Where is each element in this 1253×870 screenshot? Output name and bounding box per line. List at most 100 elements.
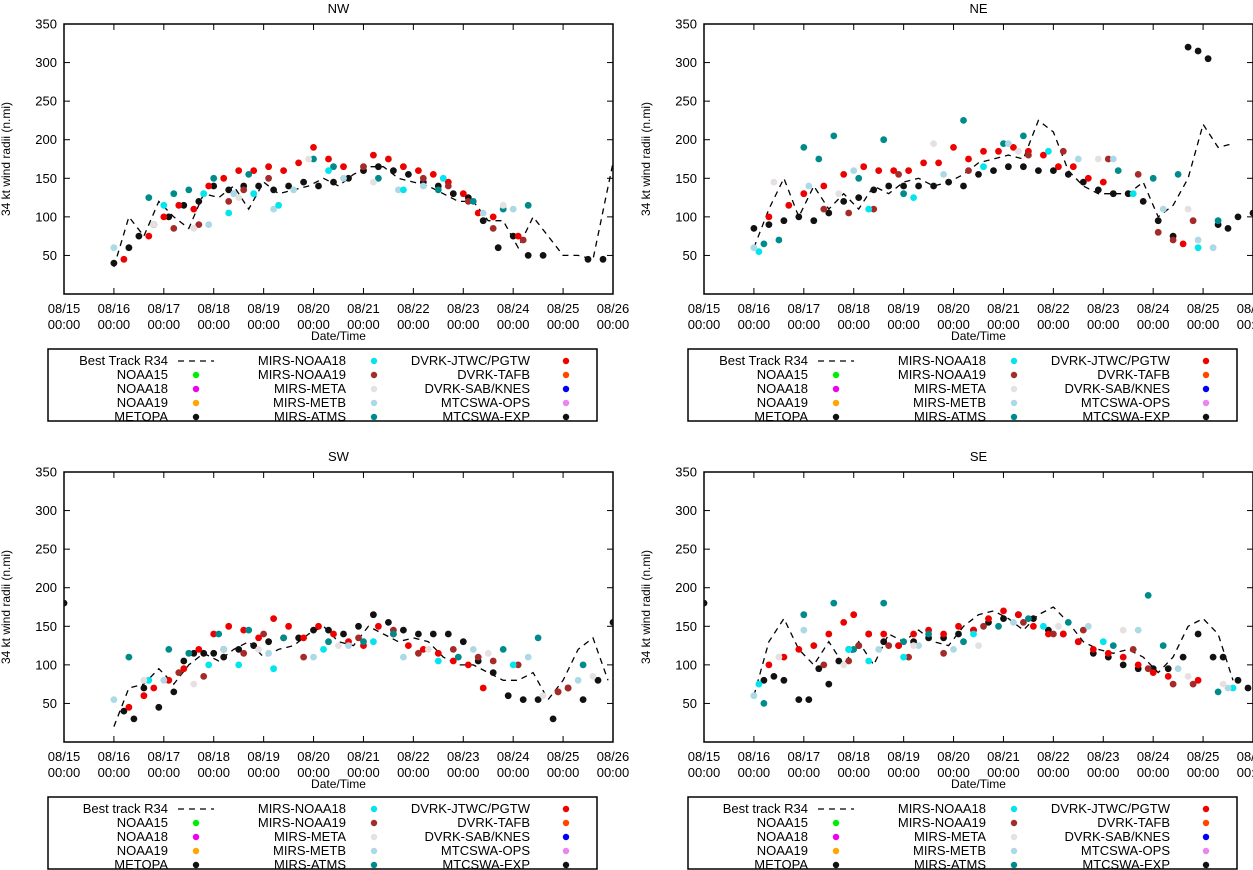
legend-label: NOAA18: [757, 381, 808, 396]
legend-label: NOAA15: [757, 367, 808, 382]
y-tick-label: 150: [675, 171, 697, 186]
legend-label: DVRK-TAFB: [457, 815, 530, 830]
x-tick-label-date: 08/24: [1137, 301, 1170, 316]
point-mirs-metb: [1074, 155, 1082, 163]
point-mirs-metb: [220, 646, 228, 653]
legend-marker: [192, 847, 200, 855]
point-mirs-metb: [1159, 205, 1167, 213]
point-mirs-metb: [395, 186, 402, 194]
x-tick-label-time: 00:00: [837, 317, 870, 332]
point-mirs-atms: [280, 634, 287, 642]
point-mtcswa-exp: [955, 630, 962, 638]
point-mirs-metb: [509, 205, 517, 213]
legend-label: MIRS-NOAA19: [258, 367, 346, 382]
x-tick-label-time: 00:00: [937, 765, 970, 780]
x-tick-label-time: 00:00: [297, 765, 330, 780]
point-mirs-metb: [1194, 236, 1202, 244]
point-mirs-atms: [960, 117, 967, 124]
point-mirs-meta: [1015, 147, 1022, 155]
point-mirs-atms: [245, 626, 253, 634]
y-tick-label: 150: [675, 619, 697, 634]
point-mtcswa-exp: [810, 217, 818, 225]
point-mirs-meta: [484, 649, 492, 657]
point-mirs-noaa18: [370, 638, 377, 646]
legend-label: DVRK-SAB/KNES: [425, 829, 531, 844]
x-tick-label-date: 08/16: [98, 301, 131, 316]
x-tick-label-date: 08/18: [837, 301, 870, 316]
legend-label: MIRS-NOAA18: [258, 353, 346, 368]
point-dvrk-jtwc-pgtw: [980, 147, 987, 155]
point-mtcswa-exp: [930, 182, 937, 190]
x-tick-label-time: 00:00: [447, 765, 480, 780]
point-mirs-atms: [1109, 642, 1117, 649]
legend-label: NOAA19: [117, 395, 168, 410]
x-tick-label-date: 08/19: [247, 301, 280, 316]
point-mirs-noaa19: [905, 653, 912, 661]
point-mtcswa-exp: [1219, 653, 1227, 661]
point-dvrk-jtwc-pgtw: [205, 182, 213, 190]
point-mtcswa-exp: [1164, 665, 1172, 673]
x-tick-label-time: 00:00: [837, 765, 870, 780]
x-tick-label-date: 08/18: [197, 749, 230, 764]
y-tick-label: 150: [35, 171, 57, 186]
point-mirs-metb: [1224, 684, 1232, 692]
point-mirs-meta: [975, 642, 982, 649]
best-track-line: [753, 119, 1234, 248]
point-mirs-noaa18: [845, 646, 853, 653]
point-dvrk-jtwc-pgtw: [1055, 163, 1062, 171]
point-dvrk-jtwc-pgtw: [1059, 630, 1067, 638]
point-mirs-noaa18: [200, 190, 208, 198]
point-mtcswa-exp: [825, 680, 833, 688]
x-tick-label-date: 08/22: [1037, 301, 1070, 316]
x-axis-label: Date/Time: [311, 329, 366, 343]
panel-title: NE: [969, 1, 987, 16]
point-dvrk-jtwc-pgtw: [400, 163, 407, 171]
point-mtcswa-exp: [155, 703, 163, 711]
point-dvrk-jtwc-pgtw: [825, 630, 833, 638]
legend-marker: [1010, 833, 1018, 841]
point-mirs-metb: [800, 626, 808, 634]
point-mirs-noaa19: [1050, 630, 1057, 638]
legend-marker: [832, 833, 840, 841]
point-mirs-atms: [1020, 132, 1027, 140]
legend-label: MTCSWA-OPS: [1081, 395, 1170, 410]
legend-label: MIRS-META: [274, 829, 346, 844]
x-tick-label-time: 00:00: [98, 765, 131, 780]
x-tick-label-time: 00:00: [1187, 317, 1220, 332]
legend-label: MTCSWA-OPS: [441, 395, 530, 410]
x-tick-label-date: 08/20: [937, 749, 970, 764]
point-mirs-atms: [775, 236, 783, 244]
point-dvrk-jtwc-pgtw: [385, 155, 392, 163]
point-mirs-atms: [185, 186, 193, 194]
point-mirs-metb: [1109, 155, 1117, 163]
point-dvrk-jtwc-pgtw: [429, 171, 437, 178]
point-mirs-meta: [499, 201, 507, 209]
legend-marker: [1202, 819, 1210, 827]
point-mirs-atms: [960, 638, 967, 646]
legend-box: [47, 348, 598, 422]
point-dvrk-jtwc-pgtw: [474, 209, 482, 217]
point-mirs-meta: [335, 642, 342, 649]
point-mirs-noaa19: [870, 205, 878, 213]
x-axis-label: Date/Time: [311, 777, 366, 791]
plot-area: [750, 43, 1253, 256]
legend-label: NOAA15: [757, 815, 808, 830]
point-mirs-atms: [880, 136, 888, 144]
point-mirs-meta: [1094, 155, 1102, 163]
point-mtcswa-exp: [609, 619, 613, 626]
point-mirs-noaa19: [464, 198, 472, 205]
legend-marker: [370, 399, 378, 407]
point-mtcswa-exp: [1124, 190, 1132, 198]
point-mirs-atms: [185, 649, 193, 657]
x-tick-label-date: 08/26: [1237, 749, 1253, 764]
point-mirs-metb: [915, 642, 922, 649]
y-tick-label: 150: [35, 619, 57, 634]
y-tick-label: 200: [35, 132, 57, 147]
point-mtcswa-exp: [780, 676, 788, 684]
x-tick-label-time: 00:00: [738, 317, 771, 332]
point-mtcswa-exp: [235, 646, 243, 653]
y-tick-label: 300: [675, 55, 697, 70]
point-mtcswa-exp: [549, 715, 557, 723]
point-dvrk-jtwc-pgtw: [890, 167, 898, 175]
point-mirs-noaa19: [845, 209, 853, 217]
